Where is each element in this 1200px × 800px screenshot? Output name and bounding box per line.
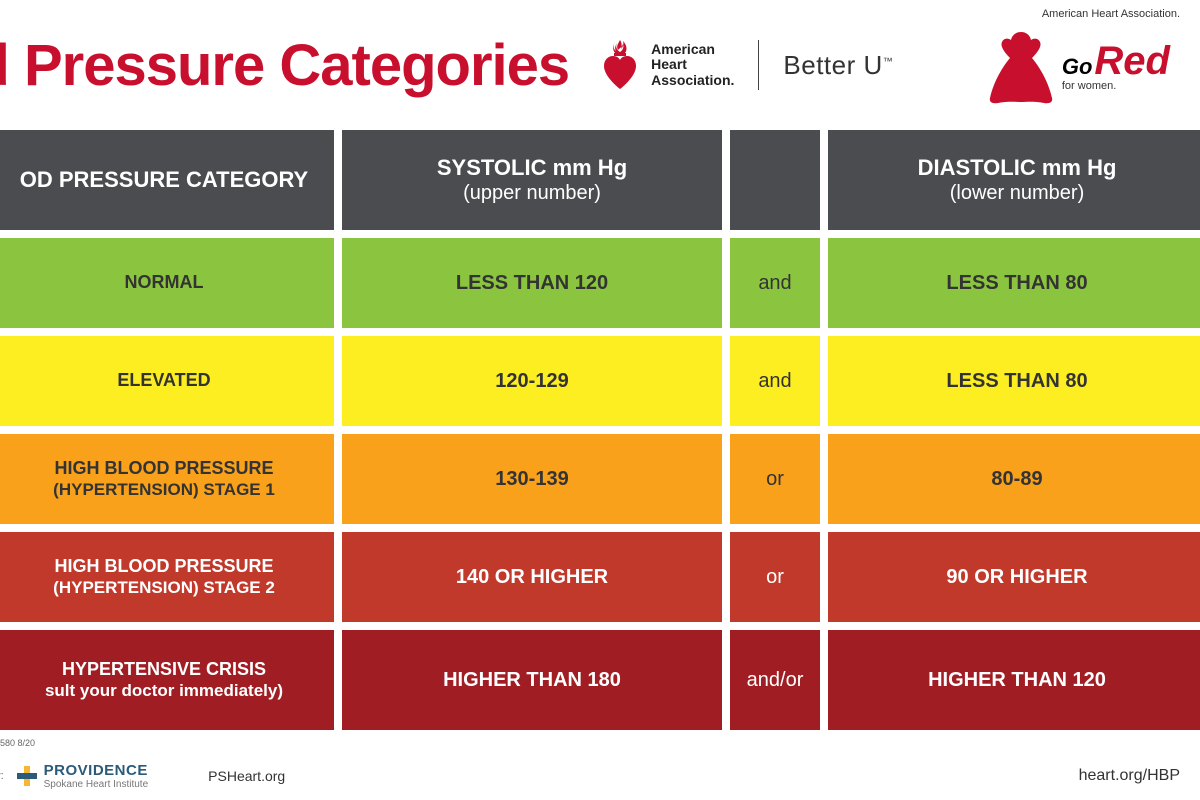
- cell-systolic: HIGHER THAN 180: [342, 630, 722, 730]
- providence-name: PROVIDENCE: [44, 762, 149, 779]
- cell-category: ELEVATED: [0, 336, 334, 426]
- gored-subtitle: for women.: [1062, 80, 1116, 92]
- col-header-diastolic: DIASTOLIC mm Hg (lower number): [828, 130, 1200, 230]
- cell-connector: and/or: [730, 630, 820, 730]
- providence-logo: PROVIDENCE Spokane Heart Institute: [16, 762, 149, 790]
- cell-connector: and: [730, 336, 820, 426]
- heart-org-url: heart.org/HBP: [1079, 767, 1180, 785]
- gored-red-text: Red: [1094, 44, 1170, 78]
- table-row: HYPERTENSIVE CRISISsult your doctor imme…: [0, 630, 1200, 730]
- cell-systolic: 120-129: [342, 336, 722, 426]
- cell-diastolic: HIGHER THAN 120: [828, 630, 1200, 730]
- cell-category: HYPERTENSIVE CRISISsult your doctor imme…: [0, 630, 334, 730]
- sponsored-label: red by:: [0, 770, 4, 782]
- cell-category: HIGH BLOOD PRESSURE(HYPERTENSION) STAGE …: [0, 434, 334, 524]
- heart-torch-icon: [599, 39, 641, 91]
- table-row: HIGH BLOOD PRESSURE(HYPERTENSION) STAGE …: [0, 434, 1200, 524]
- cell-connector: or: [730, 434, 820, 524]
- providence-cross-icon: [16, 765, 38, 787]
- aha-top-label: American Heart Association.: [1042, 8, 1180, 20]
- col-header-connector: [730, 130, 820, 230]
- footer: red by: PROVIDENCE Spokane Heart Institu…: [0, 762, 1200, 790]
- doc-code: 580 8/20: [0, 738, 35, 748]
- col-header-category: OD PRESSURE CATEGORY: [0, 130, 334, 230]
- red-dress-icon: [986, 30, 1056, 105]
- table-row: HIGH BLOOD PRESSURE(HYPERTENSION) STAGE …: [0, 532, 1200, 622]
- aha-line2: Heart: [651, 57, 734, 72]
- cell-diastolic: 90 OR HIGHER: [828, 532, 1200, 622]
- aha-text: American Heart Association.: [651, 42, 734, 88]
- cell-connector: and: [730, 238, 820, 328]
- better-u-text: Better U™: [783, 50, 893, 81]
- table-row: NORMALLESS THAN 120andLESS THAN 80: [0, 238, 1200, 328]
- col-header-systolic: SYSTOLIC mm Hg (upper number): [342, 130, 722, 230]
- providence-sub: Spokane Heart Institute: [44, 779, 149, 790]
- cell-diastolic: 80-89: [828, 434, 1200, 524]
- go-red-logo: Go Red for women.: [986, 30, 1170, 105]
- logo-divider: [758, 40, 759, 90]
- cell-category: HIGH BLOOD PRESSURE(HYPERTENSION) STAGE …: [0, 532, 334, 622]
- cell-systolic: LESS THAN 120: [342, 238, 722, 328]
- aha-line1: American: [651, 42, 734, 57]
- gored-go-text: Go: [1062, 58, 1093, 76]
- table-row: ELEVATED120-129andLESS THAN 80: [0, 336, 1200, 426]
- table-header-row: OD PRESSURE CATEGORY SYSTOLIC mm Hg (upp…: [0, 130, 1200, 230]
- cell-systolic: 130-139: [342, 434, 722, 524]
- cell-systolic: 140 OR HIGHER: [342, 532, 722, 622]
- cell-connector: or: [730, 532, 820, 622]
- page-title: od Pressure Categories: [0, 32, 569, 99]
- bp-table: OD PRESSURE CATEGORY SYSTOLIC mm Hg (upp…: [0, 130, 1200, 730]
- cell-category: NORMAL: [0, 238, 334, 328]
- aha-logo: American Heart Association.: [599, 39, 734, 91]
- aha-line3: Association.: [651, 73, 734, 88]
- cell-diastolic: LESS THAN 80: [828, 336, 1200, 426]
- psheart-url: PSHeart.org: [208, 768, 285, 784]
- cell-diastolic: LESS THAN 80: [828, 238, 1200, 328]
